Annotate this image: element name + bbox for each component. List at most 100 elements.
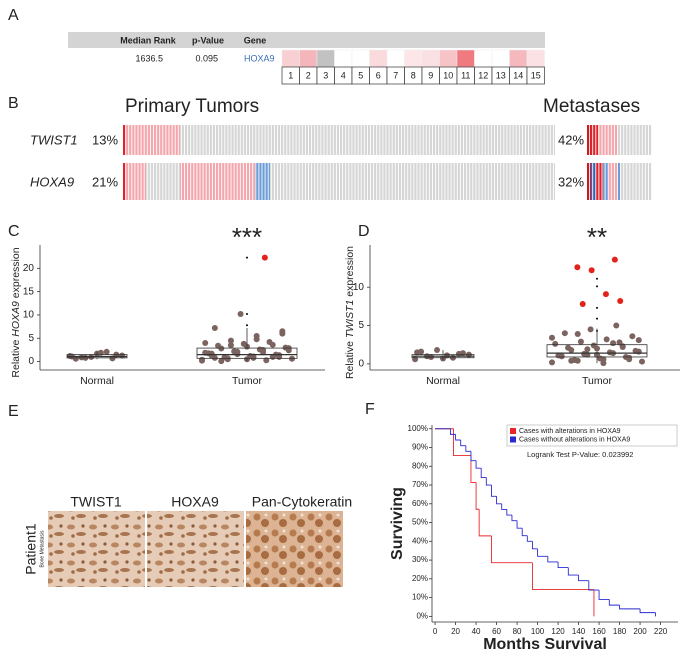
survival-step — [526, 535, 533, 542]
x-tick-label: 160 — [592, 627, 606, 636]
y-tick-label: 90% — [412, 443, 428, 452]
point — [227, 337, 234, 344]
alteration-bar — [587, 125, 591, 155]
survival-step — [501, 503, 507, 510]
index-label: 3 — [323, 70, 328, 80]
alteration-bar — [180, 163, 255, 200]
y-tick-label: 0 — [358, 359, 364, 370]
y-label-part: HOXA9 — [10, 301, 22, 337]
gene-link[interactable]: HOXA9 — [244, 53, 275, 63]
point — [434, 347, 441, 354]
survival-step — [460, 440, 466, 447]
survival-step — [478, 509, 492, 537]
x-tick-label: 60 — [492, 627, 501, 636]
point — [552, 340, 559, 347]
x-tick-label: 220 — [654, 627, 668, 636]
legend-swatch — [510, 436, 516, 443]
point — [211, 354, 218, 361]
survival-step — [470, 451, 477, 462]
heat-cell — [334, 49, 353, 68]
x-tick-label: Normal — [426, 375, 460, 387]
point — [215, 342, 222, 349]
gene-table: Median Rank p-Value Gene 1636.5 0.095 HO… — [68, 32, 545, 85]
stain-label: TWIST1 — [70, 494, 122, 510]
heat-cell — [351, 49, 370, 68]
gene-label: TWIST1 — [30, 132, 78, 147]
outlier — [596, 277, 598, 280]
point — [584, 346, 591, 353]
point — [632, 347, 639, 354]
y-label-part: TWIST1 — [344, 300, 356, 339]
index-label: 2 — [306, 70, 311, 80]
header: Median Rank — [120, 35, 177, 45]
heat-cell — [526, 49, 545, 68]
panel-label: D — [358, 223, 370, 240]
point — [240, 340, 247, 347]
point — [211, 325, 218, 332]
point — [103, 348, 110, 355]
point — [561, 330, 568, 337]
outlier — [596, 306, 598, 309]
outlier — [246, 324, 248, 327]
survival-step — [470, 455, 477, 483]
index-label: 9 — [428, 70, 433, 80]
survival-step — [453, 428, 471, 457]
highlight-point — [574, 264, 581, 271]
index-label: 1 — [288, 70, 293, 80]
x-tick-label: 140 — [572, 627, 586, 636]
y-tick-label: 100% — [408, 424, 428, 433]
point — [577, 338, 584, 345]
box — [196, 347, 298, 359]
point — [600, 360, 607, 367]
panel-label: C — [8, 223, 20, 240]
point — [279, 330, 286, 337]
point — [587, 326, 594, 333]
index-label: 6 — [376, 70, 381, 80]
heat-cell — [439, 49, 458, 68]
y-label-part: expression — [10, 247, 22, 301]
y-tick-label: 10 — [23, 310, 35, 321]
heat-cell — [316, 49, 335, 68]
ihc-image — [246, 511, 343, 587]
survival-step — [511, 515, 518, 522]
point — [610, 340, 617, 347]
x-tick-label: 200 — [633, 627, 647, 636]
legend-box — [506, 424, 678, 447]
point — [619, 343, 626, 350]
y-tick-label: 5 — [28, 333, 34, 344]
alteration-bar — [596, 163, 603, 200]
heat-cell — [386, 49, 405, 68]
survival-step — [639, 608, 656, 614]
y-axis-label: Surviving — [389, 487, 406, 560]
alteration-bar — [587, 163, 591, 200]
survival-step — [491, 485, 497, 497]
y-tick-label: 15 — [23, 286, 35, 297]
survival-step — [567, 567, 579, 576]
percent: 13% — [92, 132, 118, 147]
km-chart: 0% 10% 20% 30% 40% 50% 60% 70% 80% 90% 100% 0 20 40 60… — [389, 424, 678, 653]
x-tick-label: Normal — [80, 375, 114, 387]
survival-step — [588, 580, 600, 591]
survival-step — [598, 590, 610, 600]
y-tick-label: 10% — [412, 593, 428, 602]
survival-step — [557, 561, 569, 569]
y-tick-label: 70% — [412, 480, 428, 489]
y-tick-label: 0 — [28, 356, 34, 367]
y-tick-label: 40% — [412, 536, 428, 545]
point — [218, 358, 225, 365]
survival-step — [491, 535, 533, 564]
x-tick-label: 20 — [451, 627, 460, 636]
survival-step — [485, 477, 492, 486]
point — [289, 355, 295, 362]
group-label: Primary Tumors — [125, 96, 259, 117]
heat-cell — [491, 49, 510, 68]
point — [565, 344, 572, 351]
survival-step — [608, 599, 620, 606]
cell: 0.095 — [195, 53, 218, 63]
cell: 1636.5 — [135, 53, 163, 63]
point — [558, 353, 565, 360]
annotation: Logrank Test P-Value: 0.023992 — [527, 450, 633, 459]
point — [549, 359, 555, 366]
percent: 21% — [92, 174, 118, 189]
highlight-point — [261, 254, 268, 261]
